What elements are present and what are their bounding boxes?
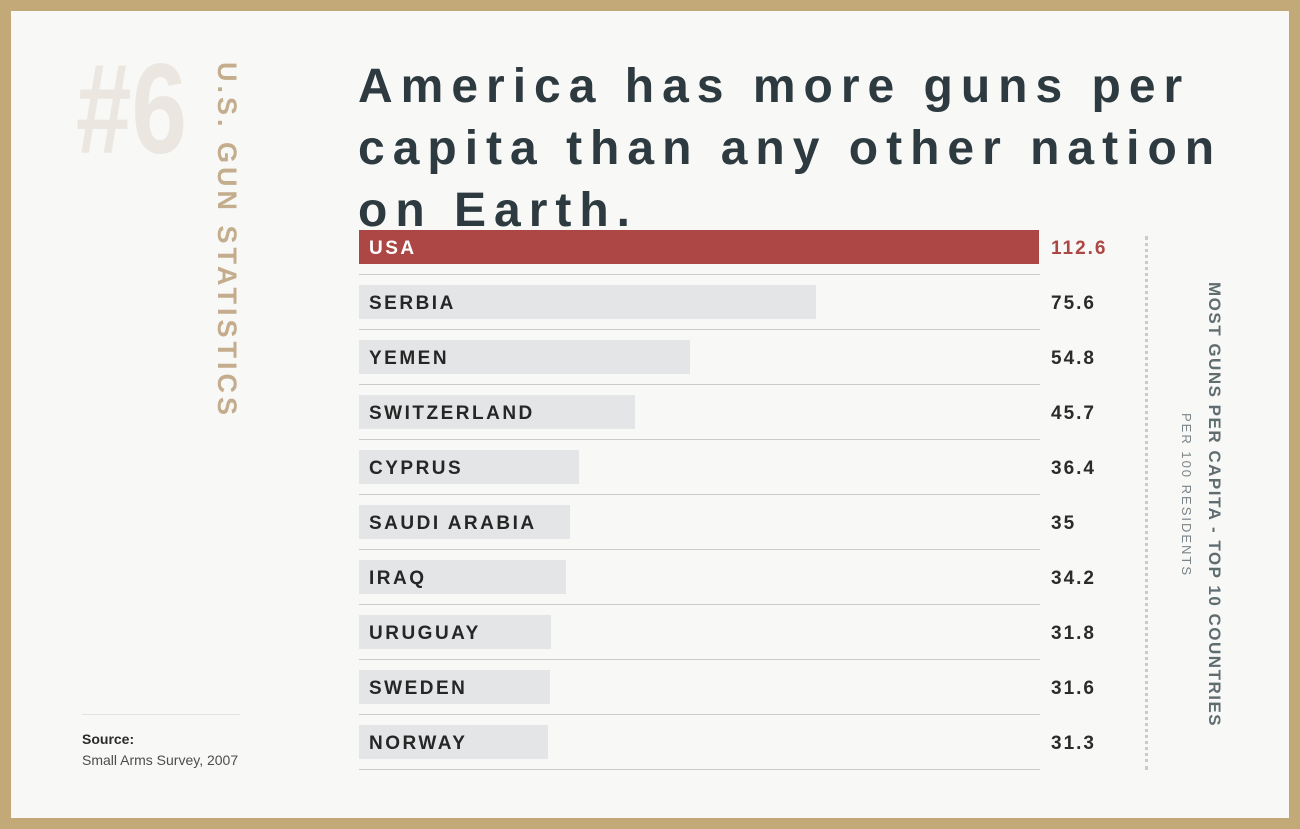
source-text: Small Arms Survey, 2007: [82, 752, 239, 768]
rank-number: #6: [76, 38, 188, 181]
category-label: SWEDEN: [369, 678, 467, 699]
bar-yemen: [359, 340, 690, 374]
category-label: URUGUAY: [369, 623, 481, 644]
value-label: 34.2: [1051, 568, 1096, 589]
section-label: U.S. GUN STATISTICS: [212, 62, 242, 420]
category-label: SAUDI ARABIA: [369, 513, 537, 534]
value-label: 31.6: [1051, 678, 1096, 699]
dotted-divider: [1145, 236, 1148, 770]
value-label: 36.4: [1051, 458, 1096, 479]
value-label: 75.6: [1051, 293, 1096, 314]
bar-uruguay: [359, 615, 551, 649]
bar-iraq: [359, 560, 566, 594]
bar-norway: [359, 725, 548, 759]
source-divider: [82, 714, 240, 715]
value-label: 31.3: [1051, 733, 1096, 754]
bar-serbia: [359, 285, 816, 319]
value-label: 31.8: [1051, 623, 1096, 644]
chart-subtitle: PER 100 RESIDENTS: [1179, 413, 1194, 578]
category-label: NORWAY: [369, 733, 467, 754]
category-label: YEMEN: [369, 348, 449, 369]
bar-sweden: [359, 670, 550, 704]
value-label: 45.7: [1051, 403, 1096, 424]
bar-cyprus: [359, 450, 579, 484]
chart-title: MOST GUNS PER CAPITA - TOP 10 COUNTRIES: [1205, 282, 1224, 728]
value-label: 54.8: [1051, 348, 1096, 369]
bar-saudi-arabia: [359, 505, 570, 539]
category-label: SWITZERLAND: [369, 403, 535, 424]
bar-switzerland: [359, 395, 635, 429]
category-label: CYPRUS: [369, 458, 463, 479]
category-label: SERBIA: [369, 293, 456, 314]
category-label: USA: [369, 238, 417, 259]
headline: America has more guns per capita than an…: [358, 60, 1223, 237]
category-label: IRAQ: [369, 568, 427, 589]
source-title: Source:: [82, 731, 135, 747]
infographic-panel: [11, 11, 1289, 818]
bar-usa: [359, 230, 1039, 264]
value-label: 35: [1051, 513, 1076, 534]
value-label: 112.6: [1051, 238, 1108, 259]
